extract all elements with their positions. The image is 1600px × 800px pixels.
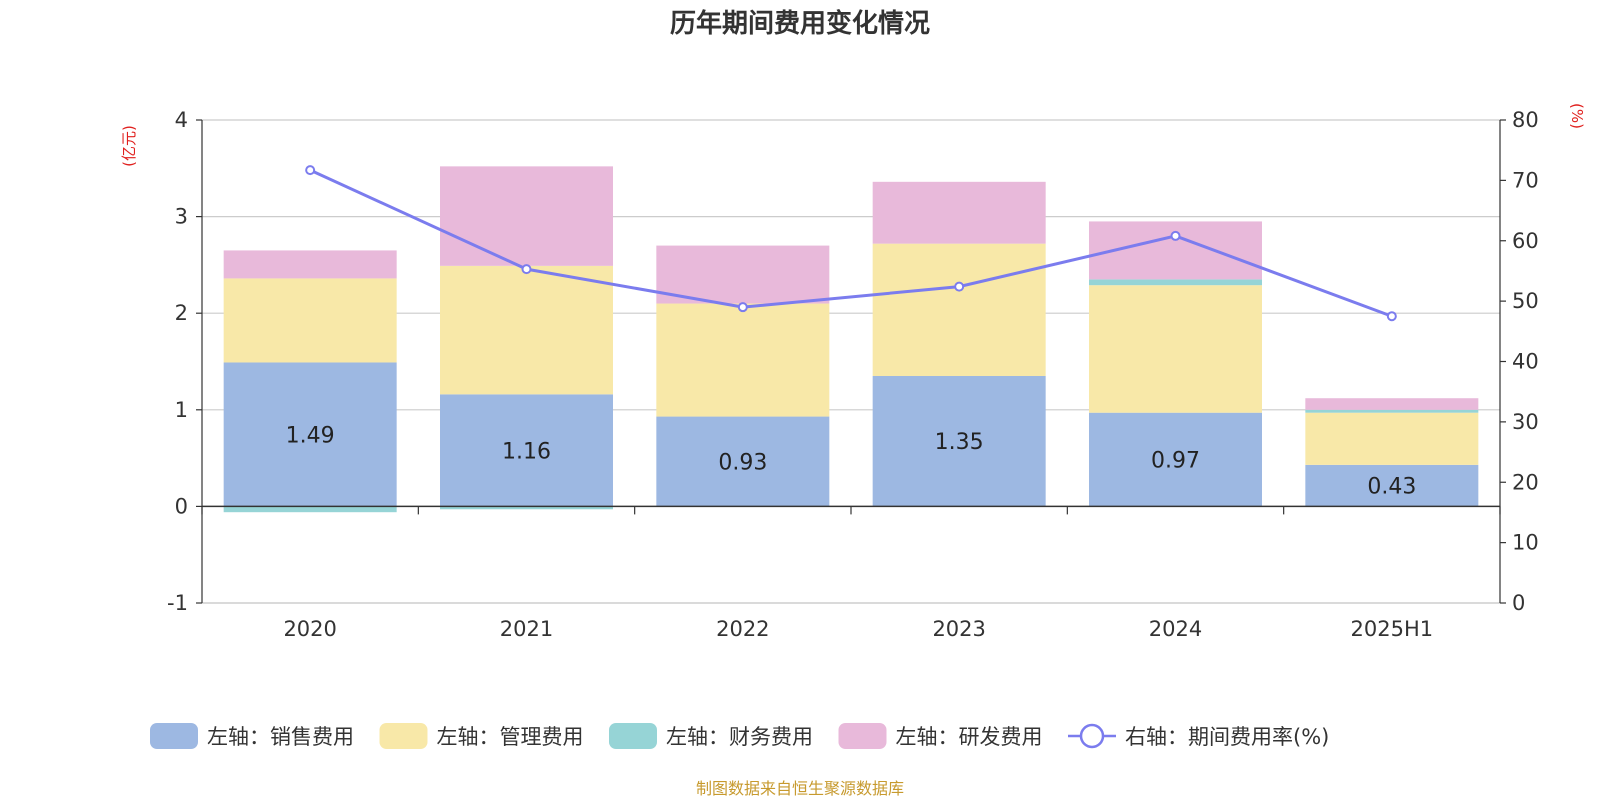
bar-segment	[1305, 464, 1479, 507]
data-labels: 1.49 1.16 0.93 1.35 0.97 0.43	[286, 423, 1417, 499]
category-label: 2021	[500, 617, 553, 641]
legend-item[interactable]: 左轴：管理费用	[379, 723, 584, 749]
legend-item[interactable]: 左轴：销售费用	[150, 723, 354, 749]
right-axis-unit: (%)	[1568, 103, 1586, 129]
legend-item[interactable]: 左轴：研发费用	[838, 723, 1043, 749]
bar-segment	[1305, 409, 1479, 413]
bar-segment	[656, 245, 830, 304]
legend-item[interactable]: 左轴：财务费用	[609, 723, 813, 749]
bar-segment	[872, 243, 1046, 376]
bar-segment	[223, 362, 397, 507]
legend-label: 右轴：期间费用率(%)	[1125, 725, 1329, 749]
line-series	[305, 165, 1397, 322]
rate-point	[1386, 311, 1397, 322]
left-tick-label: 2	[175, 301, 188, 325]
bar-data-label: 1.49	[286, 423, 335, 448]
legend-swatch	[379, 723, 428, 749]
bar-data-label: 0.97	[1151, 449, 1200, 474]
bar-segment	[656, 416, 830, 507]
bar-segment	[223, 278, 397, 363]
bars	[223, 166, 1479, 513]
bar-data-label: 0.93	[718, 450, 767, 475]
left-tick-label: 0	[175, 494, 188, 518]
rate-point	[737, 302, 748, 313]
right-tick-label: 0	[1512, 591, 1525, 615]
chart-title: 历年期间费用变化情况	[670, 8, 930, 39]
legend-swatch	[609, 723, 657, 749]
bar-segment	[223, 250, 397, 279]
rate-point	[305, 165, 316, 176]
bar-segment	[1089, 285, 1262, 413]
grid	[202, 119, 1500, 604]
category-label: 2022	[716, 617, 769, 641]
bar-segment	[872, 181, 1046, 244]
left-axis-unit: (亿元)	[120, 125, 138, 167]
bar-segment	[440, 394, 613, 507]
legend-swatch	[838, 723, 887, 749]
rate-point	[1170, 230, 1181, 241]
bar-segment	[440, 166, 613, 266]
right-tick-label: 80	[1512, 108, 1539, 132]
category-label: 2024	[1149, 617, 1202, 641]
right-tick-label: 20	[1512, 470, 1539, 494]
right-tick-label: 10	[1512, 531, 1539, 555]
legend-swatch	[150, 723, 198, 749]
rate-point	[521, 264, 532, 275]
rate-line	[309, 168, 1393, 318]
bar-segment	[1305, 412, 1479, 465]
left-tick-label: 3	[175, 205, 188, 229]
left-tick-label: 4	[175, 108, 188, 132]
bar-data-label: 1.35	[935, 430, 984, 455]
left-tick-label: 1	[175, 398, 188, 422]
legend-circle-symbol	[1079, 723, 1105, 749]
legend-label: 左轴：研发费用	[896, 725, 1043, 749]
category-label: 2023	[932, 617, 985, 641]
bar-segment	[872, 375, 1046, 507]
right-tick-label: 30	[1512, 410, 1539, 434]
legend-label: 左轴：管理费用	[437, 725, 584, 749]
category-label: 2025H1	[1351, 617, 1434, 641]
category-label: 2020	[283, 617, 336, 641]
right-tick-label: 60	[1512, 229, 1539, 253]
bar-segment	[1089, 279, 1262, 286]
left-tick-label: -1	[167, 591, 188, 615]
bar-segment	[440, 506, 613, 510]
right-tick-label: 50	[1512, 289, 1539, 313]
right-tick-label: 70	[1512, 168, 1539, 192]
legend-label: 左轴：财务费用	[666, 725, 813, 749]
bar-segment	[440, 265, 613, 395]
legend-label: 左轴：销售费用	[207, 725, 354, 749]
legend-item[interactable]: 右轴：期间费用率(%)	[1068, 723, 1329, 749]
rate-point	[954, 281, 965, 292]
bar-data-label: 0.43	[1367, 475, 1416, 500]
bar-segment	[1305, 398, 1479, 410]
right-tick-label: 40	[1512, 350, 1539, 374]
bar-data-label: 1.16	[502, 439, 551, 464]
bar-segment	[223, 506, 397, 513]
legend[interactable]: 左轴：销售费用 左轴：管理费用 左轴：财务费用 左轴：研发费用 右轴：期间费用率(%)	[150, 723, 1329, 749]
source-note: 制图数据来自恒生聚源数据库	[696, 779, 904, 798]
bar-segment	[1089, 412, 1262, 507]
bar-segment	[656, 303, 830, 417]
